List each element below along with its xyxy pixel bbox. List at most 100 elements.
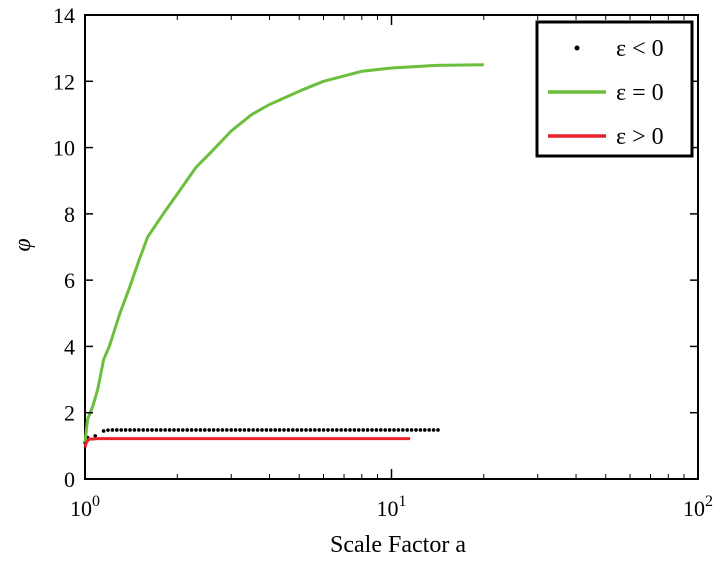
series-dot [101,429,106,433]
series-dot [211,428,216,432]
series-dot [321,428,326,432]
y-tick-label: 14 [53,3,75,28]
series-dot [273,428,278,432]
series-dot [207,428,212,432]
series-dot [383,428,388,432]
x-axis-title: Scale Factor a [330,532,466,558]
series-dot [379,428,383,432]
series-dot [123,428,128,432]
series-dot [317,428,322,432]
legend-box [535,20,694,158]
series-dot [282,428,286,432]
series-dot [436,428,440,432]
series-dot [172,428,176,432]
series-dot [313,428,317,432]
series-dot [418,428,423,432]
x-tick-exponent: 2 [705,493,713,510]
series-dot [277,428,282,432]
series-dot [387,428,392,432]
series-dot [357,428,361,432]
series-dot [260,428,264,432]
legend-items: ε < 0 ε = 0 ε > 0 [548,36,664,150]
series-dot [203,428,207,432]
x-tick-base: 10 [683,496,705,521]
series-dot [194,428,198,432]
x-tick-exponent: 0 [92,493,100,510]
series-dot [242,428,247,432]
series-line-1 [83,63,484,443]
series-dot [431,428,436,432]
series-dot [247,428,251,432]
series-dot [220,428,225,432]
series-dot [229,428,234,432]
y-tick-label: 2 [64,401,75,426]
series-dot [93,434,98,438]
series-dot [154,428,159,432]
series-dot [374,428,379,432]
x-tick-base: 10 [377,496,399,521]
x-tick-label: 102 [683,493,713,521]
series-dot [401,428,405,432]
series-dot [181,428,185,432]
legend-label-2: ε > 0 [616,124,664,150]
series-dot [392,428,396,432]
series-dot [264,428,269,432]
series-dot [299,428,304,432]
y-tick-label: 0 [64,467,75,492]
series-dot [339,428,344,432]
series-dot [326,428,330,432]
series-dot [409,428,414,432]
series-dot [225,428,229,432]
series-dot [414,428,418,432]
series-dot [119,428,124,432]
series-dot [106,428,110,432]
series-dot [110,428,115,432]
series-dot [423,428,427,432]
series-dot [361,428,366,432]
y-tick-label: 4 [64,334,75,359]
series-dot [269,428,273,432]
series-dot [167,428,172,432]
series-dot [251,428,256,432]
series-dot [427,428,432,432]
y-tick-label: 6 [64,268,75,293]
series-dot [233,428,238,432]
series-dot [304,428,308,432]
series-dot [405,428,410,432]
series-dot [295,428,300,432]
series-dot [216,428,220,432]
series-dot [159,428,163,432]
series-dot [291,428,295,432]
x-tick-base: 10 [70,496,92,521]
series-dot [137,428,141,432]
x-tick-label: 100 [70,493,100,521]
series-dot [145,428,150,432]
series-dot [348,428,352,432]
legend-swatch-0 [574,45,580,51]
series-line-2 [83,437,411,448]
series-dot [185,428,190,432]
series-dot [308,428,313,432]
series-dot [330,428,335,432]
series-dot [150,428,154,432]
legend-label-1: ε = 0 [616,80,664,106]
series-dot [335,428,339,432]
series-dot [163,428,168,432]
series-dots-0 [83,428,440,445]
series-layer [83,63,484,448]
series-dot [115,428,119,432]
series-dot [198,428,203,432]
series-dot [238,428,242,432]
y-axis-title: φ [10,238,36,251]
series-dot [141,428,146,432]
series-dot [128,428,132,432]
series-dot [255,428,260,432]
x-tick-exponent: 1 [399,493,407,510]
series-dot [343,428,348,432]
y-tick-label: 8 [64,202,75,227]
series-dot [176,428,181,432]
x-tick-label: 101 [377,493,407,521]
series-dot [370,428,374,432]
